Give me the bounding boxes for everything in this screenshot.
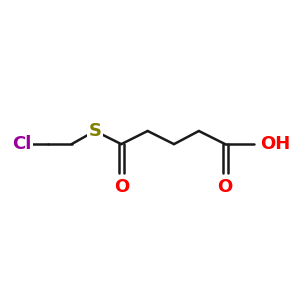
Text: S: S <box>88 122 101 140</box>
Text: Cl: Cl <box>12 135 32 153</box>
Text: O: O <box>114 178 129 196</box>
Text: O: O <box>218 178 233 196</box>
Text: OH: OH <box>260 135 291 153</box>
